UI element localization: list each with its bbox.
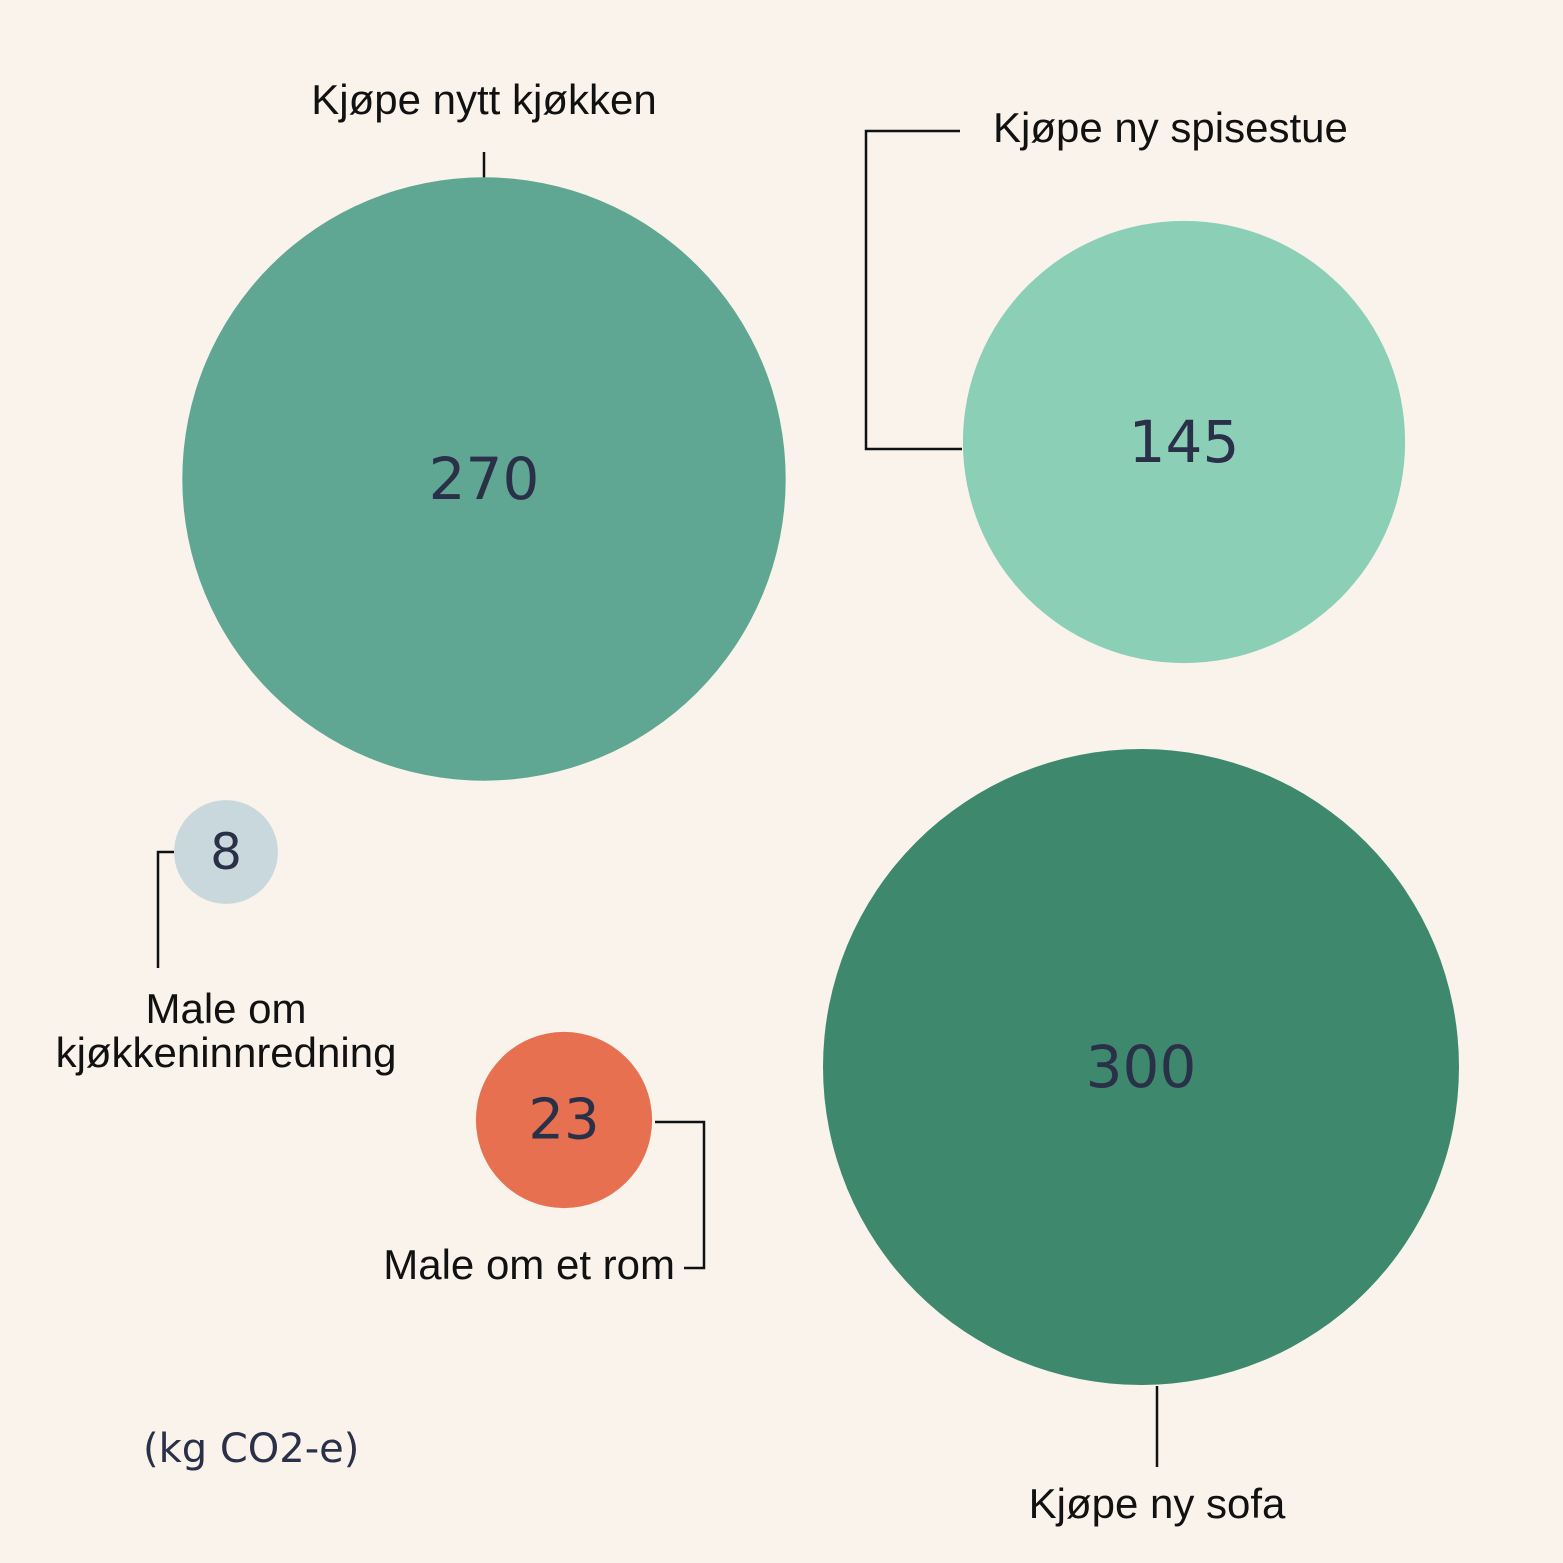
- leader-line-male-rom: [655, 1120, 706, 1270]
- bubble-spisestue: [962, 220, 1406, 664]
- bubble-kjokken: [182, 177, 786, 781]
- bubble-value-sofa: 300: [1086, 1033, 1197, 1101]
- bubble-male-rom: [475, 1031, 653, 1209]
- bubble-label-kjokken: Kjøpe nytt kjøkken: [311, 76, 656, 123]
- leader-line-spisestue: [864, 129, 962, 451]
- unit-label: (kg CO2-e): [143, 1426, 359, 1472]
- bubble-value-kjokken: 270: [429, 445, 540, 513]
- bubble-value-male-rom: 23: [528, 1088, 599, 1153]
- leader-lines: [156, 129, 1159, 1467]
- bubble-value-male-kjokken: 8: [210, 823, 242, 881]
- bubble-label-male-kjokken-line-2: kjøkkeninnredning: [56, 1029, 397, 1076]
- bubble-male-kjokken: [174, 800, 278, 904]
- bubble-sofa: [823, 749, 1459, 1385]
- bubbles: 270 145 8 23 300: [174, 177, 1459, 1385]
- bubble-value-spisestue: 145: [1129, 408, 1240, 476]
- bubble-label-male-rom: Male om et rom: [383, 1241, 675, 1288]
- leader-line-male-kjokken: [156, 850, 174, 968]
- bubble-label-spisestue: Kjøpe ny spisestue: [993, 104, 1348, 151]
- bubble-label-sofa: Kjøpe ny sofa: [1029, 1480, 1286, 1527]
- bubble-label-male-kjokken-line-1: Male om: [145, 985, 306, 1032]
- bubble-labels: Kjøpe nytt kjøkken Kjøpe ny spisestue Male…: [56, 76, 1348, 1527]
